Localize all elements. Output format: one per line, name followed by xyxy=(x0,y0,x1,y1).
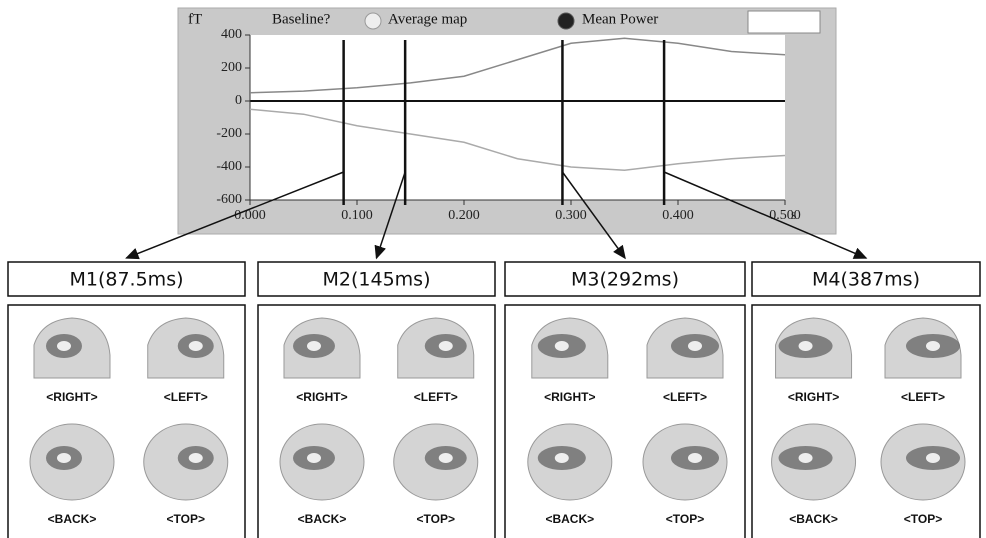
view-label: <BACK> xyxy=(789,512,838,526)
baseline-toggle[interactable] xyxy=(365,13,381,29)
field-core xyxy=(555,341,569,351)
y-tick-label: -400 xyxy=(216,159,242,174)
figure: fT Baseline? Average map Mean Power s -6… xyxy=(0,0,986,538)
view-label: <TOP> xyxy=(167,512,205,526)
view-label: <RIGHT> xyxy=(788,390,839,404)
head-map xyxy=(144,424,228,500)
field-core xyxy=(688,453,702,463)
view-label: <RIGHT> xyxy=(46,390,97,404)
x-tick-label: 0.200 xyxy=(448,208,480,223)
field-core xyxy=(688,341,702,351)
y-tick-label: -600 xyxy=(216,192,242,207)
marker-label: M3(292ms) xyxy=(571,269,679,291)
average-map-toggle[interactable] xyxy=(558,13,574,29)
view-label: <BACK> xyxy=(298,512,347,526)
head-map xyxy=(528,424,612,500)
field-core xyxy=(307,453,321,463)
x-tick-label: 0.400 xyxy=(662,208,694,223)
field-core xyxy=(57,453,71,463)
head-map xyxy=(772,424,856,500)
marker-label: M4(387ms) xyxy=(812,269,920,291)
head-map xyxy=(394,424,478,500)
field-core xyxy=(57,341,71,351)
view-label: <RIGHT> xyxy=(296,390,347,404)
view-label: <TOP> xyxy=(417,512,455,526)
marker-label: M1(87.5ms) xyxy=(69,269,183,291)
marker-label: M2(145ms) xyxy=(323,269,431,291)
field-core xyxy=(555,453,569,463)
field-core xyxy=(799,341,813,351)
legend-mean-power: Mean Power xyxy=(582,11,658,27)
head-map xyxy=(643,424,727,500)
field-core xyxy=(189,341,203,351)
head-map xyxy=(280,424,364,500)
y-tick-label: 0 xyxy=(235,93,242,108)
view-label: <LEFT> xyxy=(414,390,458,404)
view-label: <LEFT> xyxy=(901,390,945,404)
view-label: <LEFT> xyxy=(663,390,707,404)
view-label: <TOP> xyxy=(904,512,942,526)
y-tick-label: 200 xyxy=(221,60,242,75)
y-tick-label: 400 xyxy=(221,27,242,42)
field-core xyxy=(926,341,940,351)
mean-power-field[interactable] xyxy=(748,11,820,33)
x-tick-label: 0.100 xyxy=(341,208,373,223)
head-map xyxy=(881,424,965,500)
field-core xyxy=(307,341,321,351)
view-label: <BACK> xyxy=(48,512,97,526)
legend-baseline: Baseline? xyxy=(272,11,331,27)
head-map xyxy=(30,424,114,500)
field-core xyxy=(926,453,940,463)
field-core xyxy=(439,453,453,463)
y-tick-label: -200 xyxy=(216,126,242,141)
y-axis-label: fT xyxy=(188,11,202,27)
view-label: <BACK> xyxy=(545,512,594,526)
view-label: <TOP> xyxy=(666,512,704,526)
field-core xyxy=(189,453,203,463)
x-tick-label: 0.300 xyxy=(555,208,587,223)
view-label: <RIGHT> xyxy=(544,390,595,404)
view-label: <LEFT> xyxy=(164,390,208,404)
field-core xyxy=(439,341,453,351)
x-tick-label: 0.000 xyxy=(234,208,266,223)
field-core xyxy=(799,453,813,463)
x-tick-label: 0.500 xyxy=(769,208,801,223)
legend-average-map: Average map xyxy=(388,11,467,27)
